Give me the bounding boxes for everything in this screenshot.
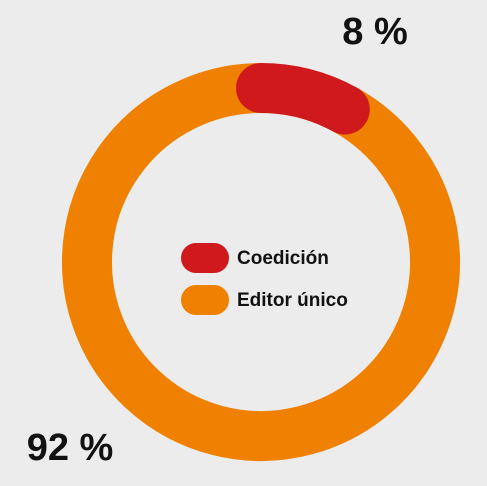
- value-label: 8 %: [342, 11, 407, 53]
- legend-swatch: [181, 243, 229, 273]
- legend-swatch: [181, 285, 229, 315]
- pie-slice: [62, 63, 460, 461]
- value-label: 92 %: [27, 427, 114, 469]
- legend-label: Coedición: [237, 248, 329, 269]
- pie-slice: [236, 63, 370, 135]
- legend-label: Editor único: [237, 290, 348, 311]
